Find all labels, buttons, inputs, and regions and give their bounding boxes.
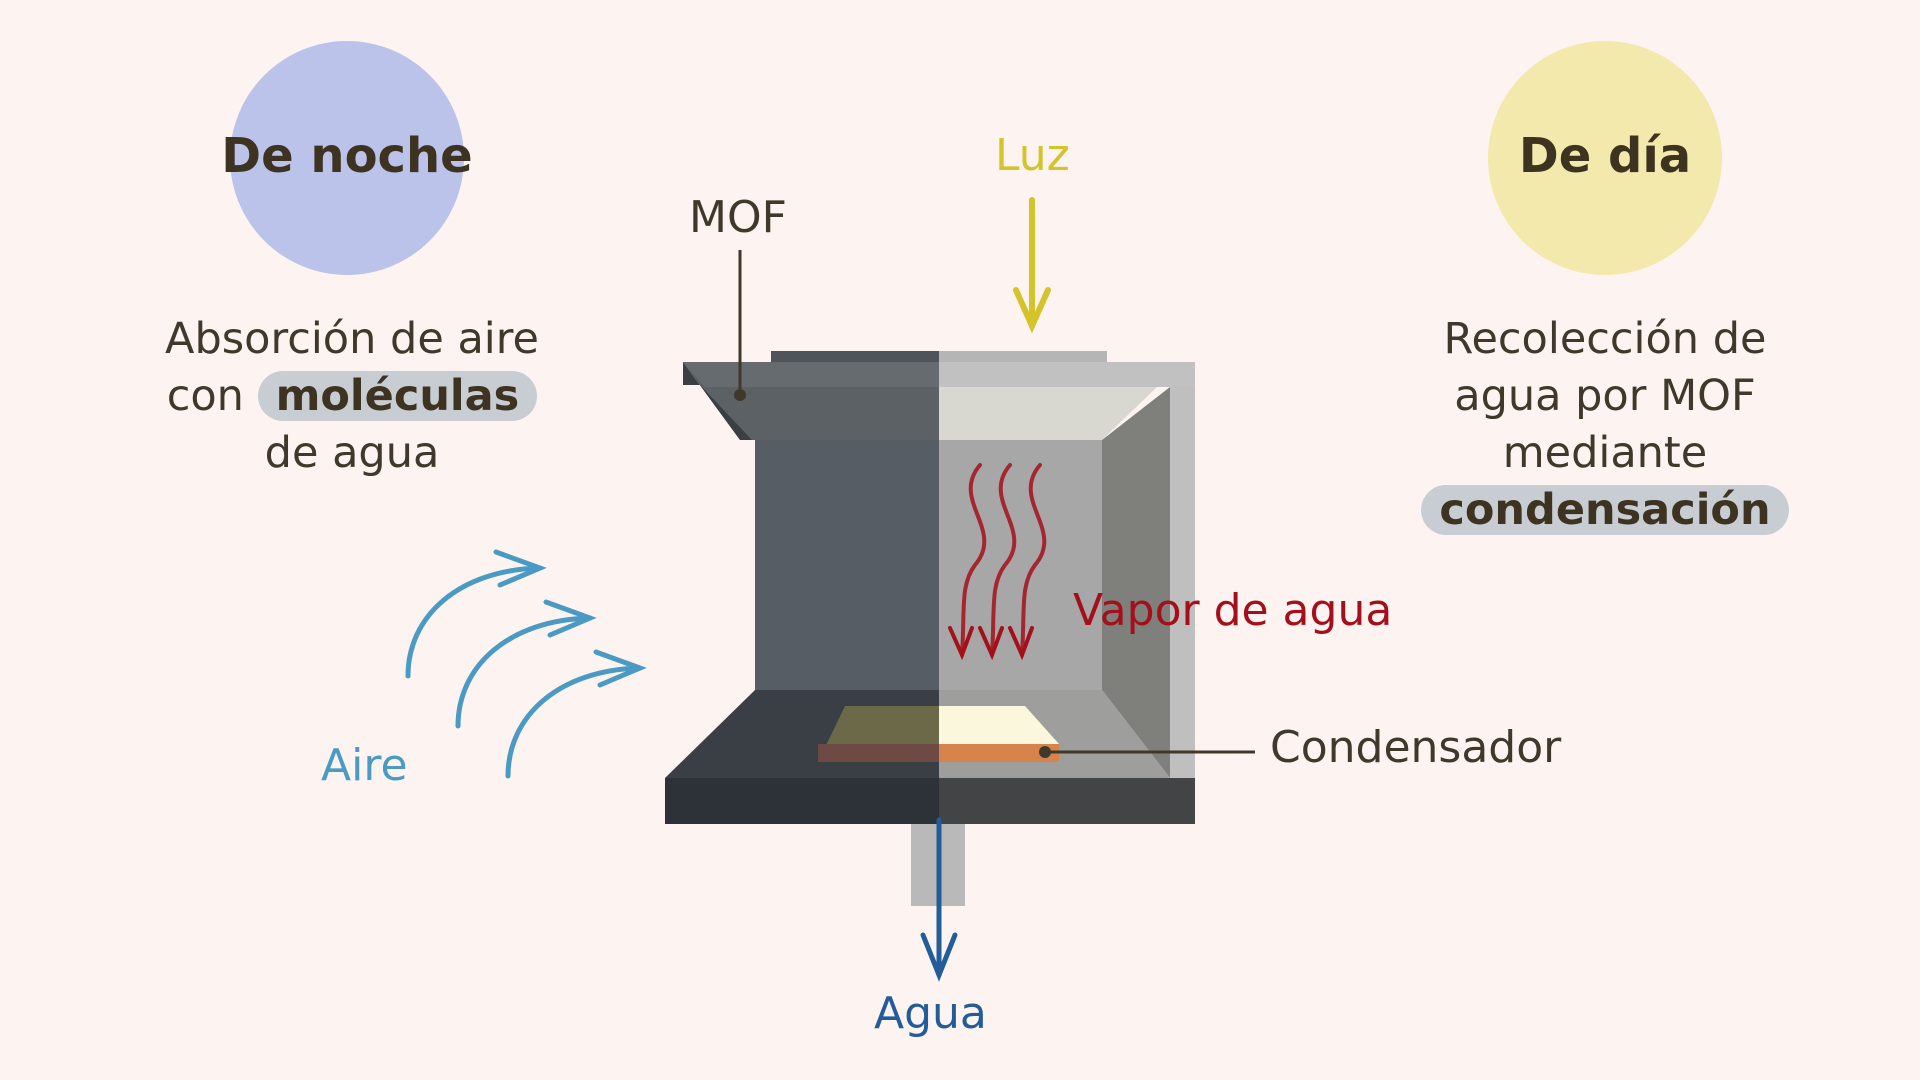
night-highlight: moléculas: [257, 371, 538, 421]
night-heading: De noche: [221, 128, 473, 184]
light-arrow: [1013, 197, 1051, 334]
day-highlight: condensación: [1421, 485, 1789, 535]
mof-label: MOF: [689, 192, 787, 243]
day-circle: [1488, 41, 1722, 275]
light-label: Luz: [995, 130, 1070, 181]
day-description: Recolección de agua por MOF mediante con…: [1395, 311, 1815, 539]
air-label: Aire: [321, 740, 408, 791]
night-text-start: Absorción de aire con: [165, 314, 539, 421]
mof-leader: [734, 250, 746, 401]
vapor-arrows: [948, 463, 1047, 661]
night-description: Absorción de aire con moléculas de agua: [142, 311, 562, 482]
device-left-half: [665, 351, 939, 824]
vapor-label: Vapor de agua: [1073, 585, 1393, 636]
day-heading: De día: [1518, 128, 1692, 184]
condenser-leader: [1039, 746, 1255, 758]
night-text-end: de agua: [264, 428, 440, 478]
day-text-start: Recolección de agua por MOF mediante: [1443, 314, 1767, 478]
air-arrows: [405, 549, 647, 779]
condenser-label: Condensador: [1270, 722, 1562, 773]
night-circle: [230, 41, 464, 275]
water-arrow: [920, 817, 958, 982]
water-label: Agua: [874, 988, 987, 1039]
